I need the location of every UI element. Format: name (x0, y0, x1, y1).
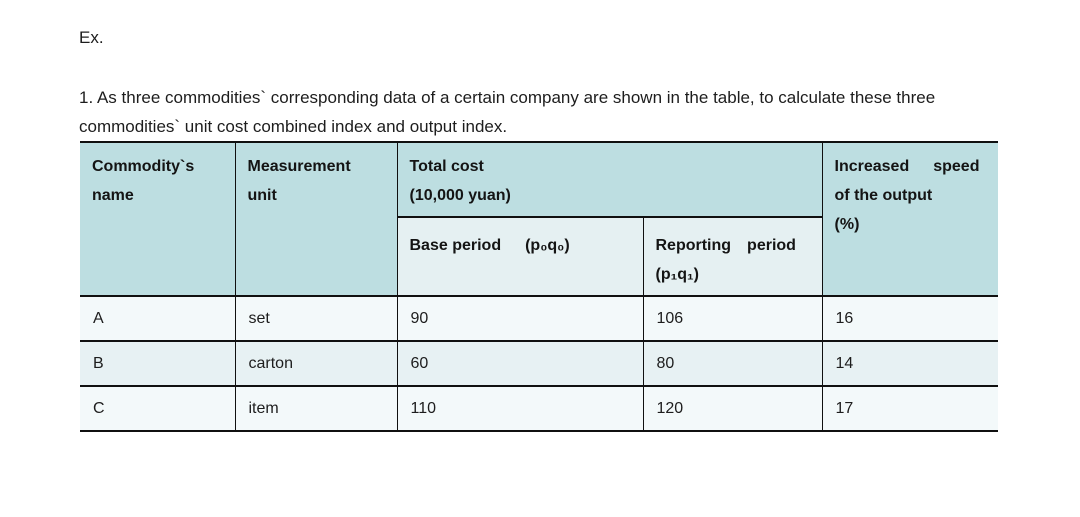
table-row: C item 110 120 17 (80, 385, 999, 432)
header-commodity-name: Commodity`s name (80, 141, 236, 297)
exercise-label: Ex. (79, 28, 104, 47)
header-base-period: Base period (p₀q₀) (396, 216, 644, 297)
cell-reporting-period: 120 (642, 385, 823, 432)
cell-base-period: 60 (396, 340, 644, 387)
cell-measurement-unit: item (234, 385, 398, 432)
table-header-row-2: Base period (p₀q₀) Reporting period (p₁q… (80, 216, 998, 297)
cell-reporting-period: 80 (642, 340, 823, 387)
header-reporting-period: Reporting period (p₁q₁) (642, 216, 823, 297)
cell-reporting-period: 106 (642, 295, 823, 342)
cell-increased-speed: 16 (821, 295, 999, 342)
cell-measurement-unit: set (234, 295, 398, 342)
cell-base-period: 110 (396, 385, 644, 432)
cell-base-period: 90 (396, 295, 644, 342)
cell-measurement-unit: carton (234, 340, 398, 387)
problem-statement: 1. As three commodities` corresponding d… (79, 88, 936, 136)
table-header-row-1: Commodity`s name Measurement unit Total … (80, 141, 999, 297)
header-total-cost: Total cost (10,000 yuan) (396, 141, 823, 218)
cell-increased-speed: 14 (821, 340, 999, 387)
header-measurement-unit: Measurement unit (234, 141, 398, 297)
table-row: B carton 60 80 14 (80, 340, 999, 387)
table-row: A set 90 106 16 (80, 295, 999, 342)
header-increased-speed: Increased speed of the output (%) (821, 141, 999, 297)
cell-increased-speed: 17 (821, 385, 999, 432)
cell-commodity-name: B (80, 340, 236, 387)
commodity-data-table: Commodity`s name Measurement unit Total … (80, 141, 999, 432)
cell-commodity-name: A (80, 295, 236, 342)
cell-commodity-name: C (80, 385, 236, 432)
